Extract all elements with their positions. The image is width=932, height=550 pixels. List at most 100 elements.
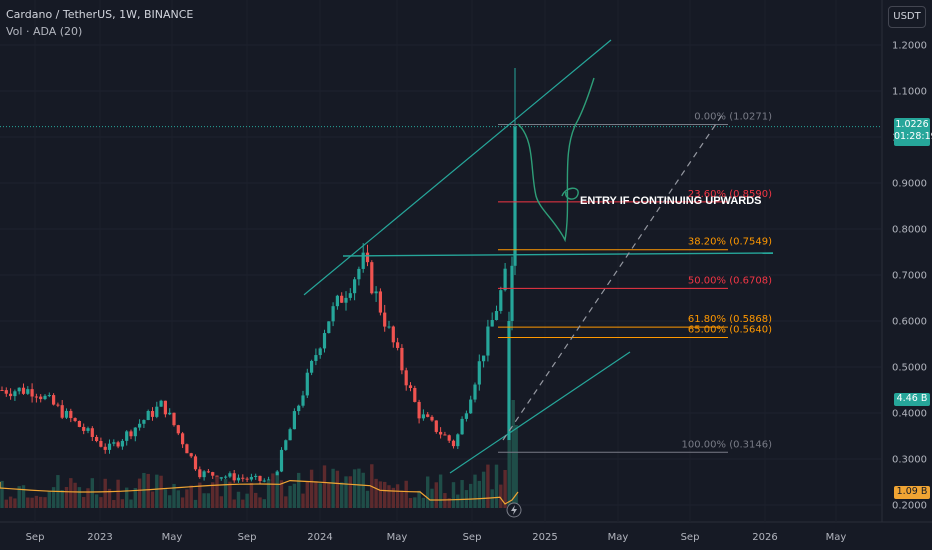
last-price-tag: 1.0226 01:28:19 [894,118,932,146]
volume-bar [116,479,120,508]
volume-bar [34,495,39,508]
candle-body [361,252,365,269]
volume-bar [365,490,370,508]
candle-body [17,387,21,392]
candle-body [477,361,481,385]
candle-body [77,420,81,427]
candle-body [73,418,77,421]
candle-body [456,434,460,447]
volume-bar [155,474,159,508]
volume-bar [374,478,378,508]
volume-bar [232,499,236,508]
candle-body [168,412,172,415]
volume-bar [112,499,116,508]
volume-bar [266,480,271,508]
candle-body [90,428,94,437]
volume-bar [47,491,51,508]
candle-body [39,396,43,400]
candle-body [193,456,198,470]
candle-body [181,433,185,445]
candle-body [310,360,314,373]
volume-bar [60,489,64,508]
volume-bar [438,474,443,508]
candle-body [503,268,507,291]
volume-bar [348,476,352,508]
candle-body [318,348,322,356]
candle-body [155,406,159,417]
volume-bar [8,496,13,508]
volume-bar [477,480,481,508]
volume-bar [305,481,309,508]
horizontal-resistance-line [342,252,774,257]
volume-group [0,400,519,508]
candle-body [510,265,514,321]
volume-bar [279,480,284,508]
candle-body [434,420,438,432]
candle-body [138,423,142,428]
volume-bar [198,482,202,508]
price-axis-label: 0.7000 [892,271,927,282]
time-axis-label: 2026 [752,532,777,543]
price-axis-label: 0.6000 [892,317,927,328]
candle-body [353,279,357,294]
volume-bar [443,493,447,508]
currency-button[interactable]: USDT [888,6,926,28]
candle-body [473,384,477,400]
candle-body [396,342,400,348]
price-axis-label: 1.1000 [892,87,927,98]
bolt-icon [511,505,517,515]
candle-body [228,473,232,477]
volume-bar [447,498,451,508]
price-axis-panel [882,0,932,550]
candle-body [245,478,249,480]
candle-body [64,410,69,418]
candle-body [430,416,434,421]
volume-bar [180,497,185,508]
volume-bar [383,481,387,508]
candle-body [460,418,464,435]
candle-body [404,370,408,386]
candle-body [172,412,176,426]
candle-body [241,477,245,479]
candle-body [198,469,202,478]
candle-body [378,291,382,313]
candle-body [116,442,120,447]
candle-body [254,475,258,478]
volume-bar [4,499,8,508]
candle-body [185,444,189,454]
volume-bar [133,487,137,508]
candle-body [9,393,13,397]
volume-bar [228,481,232,508]
candle-body [56,404,60,406]
volume-bar [17,486,21,508]
volume-bar [107,488,112,508]
volume-bar [297,472,301,508]
volume-indicator-label[interactable]: Vol · ADA (20) [6,25,83,38]
volume-bar [481,471,486,508]
symbol-title[interactable]: Cardano / TetherUS, 1W, BINANCE [6,8,194,21]
upper-channel-trendline [303,39,612,296]
volume-bar [172,483,176,508]
volume-bar [69,478,73,508]
volume-bar [211,482,215,508]
candle-body [279,449,284,472]
candle-body [408,385,413,389]
candle-body [202,471,206,478]
fib-level-label: 38.20% (0.7549) [688,237,772,248]
candles-group [0,68,517,485]
candle-body [34,396,38,398]
bar-countdown: 01:28:19 [894,131,932,142]
candle-body [206,471,210,473]
candle-body [464,413,468,419]
volume-bar [90,478,94,508]
candle-body [387,326,391,328]
candle-body [443,434,447,436]
drawings: ENTRY IF CONTINUING UPWARDS [0,39,882,474]
time-axis-label: May [826,532,847,543]
volume-bar [189,485,193,508]
volume-bar [301,493,305,508]
volume-bar [378,481,383,508]
volume-bar [168,495,172,508]
